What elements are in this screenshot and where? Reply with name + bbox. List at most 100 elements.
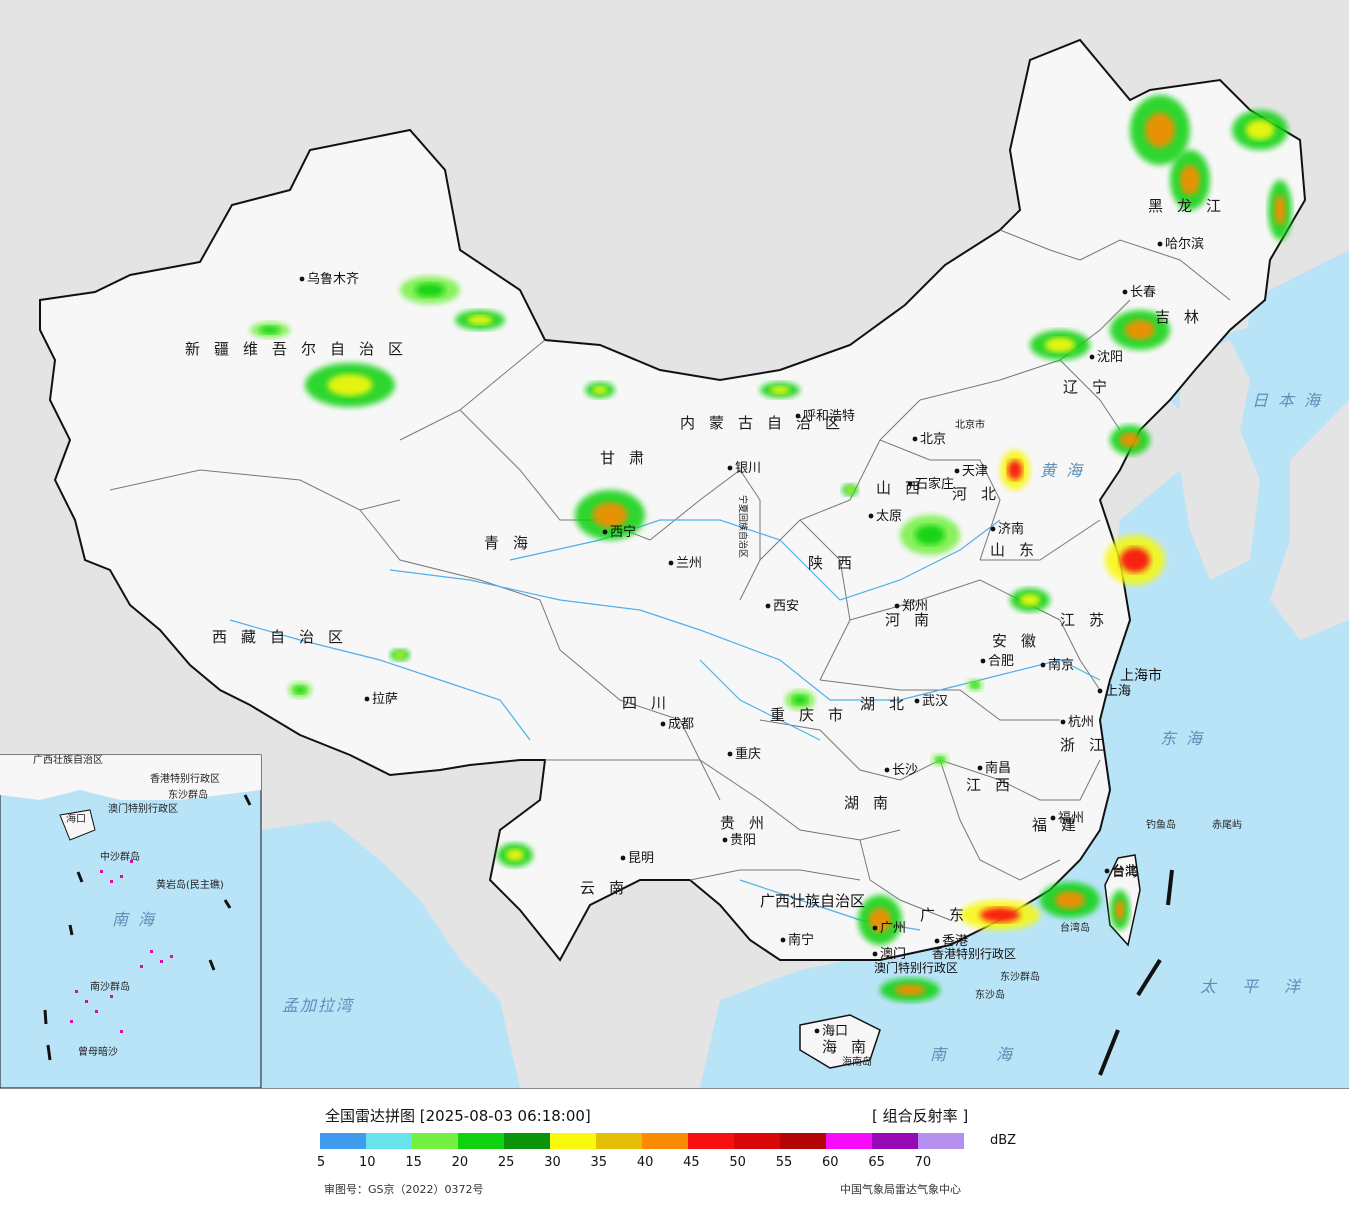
scale-swatch-2 <box>412 1133 458 1149</box>
inset-islands <box>70 860 173 1033</box>
city-label: 长春 <box>1130 285 1156 300</box>
city-label: 沈阳 <box>1097 350 1123 365</box>
label-macau-sar: 澳门特别行政区 <box>874 960 958 975</box>
label-japan-sea: 日本海 <box>1252 391 1330 410</box>
inset-island-dot <box>110 880 113 883</box>
echo-core <box>294 686 306 694</box>
label-pacific: 太平洋 <box>1200 977 1326 996</box>
city-label: 北京 <box>920 432 946 447</box>
city-dot <box>912 436 918 442</box>
echo-core <box>915 525 945 545</box>
city-dot <box>1097 688 1103 694</box>
label-shanghai-city: 上海市 <box>1120 667 1162 684</box>
city-dot <box>602 529 608 535</box>
city-dot <box>1060 719 1066 725</box>
label-guangdong: 广东 <box>920 906 978 924</box>
inset-island-dot <box>110 995 113 998</box>
scale-swatch-7 <box>642 1133 688 1149</box>
inset-island-dot <box>70 1020 73 1023</box>
sea-labels: 日本海 黄海 东海 南海 太平洋 孟加拉湾 <box>282 391 1330 1064</box>
scale-swatch-3 <box>458 1133 504 1149</box>
province-boundaries <box>109 229 1231 921</box>
echo-core <box>1180 165 1200 195</box>
city-dot <box>954 468 960 474</box>
city-label: 乌鲁木齐 <box>307 271 359 287</box>
hainan-island <box>799 1014 881 1069</box>
city-label: 南京 <box>1048 657 1074 673</box>
scale-tick-25: 25 <box>497 1155 515 1170</box>
city-dot <box>1050 815 1056 821</box>
label-anhui: 安徽 <box>992 632 1050 650</box>
echo-core <box>592 502 628 528</box>
scale-tick-20: 20 <box>451 1155 469 1170</box>
echo-core <box>592 386 608 394</box>
label-yunnan: 云南 <box>580 879 638 897</box>
echo-core <box>936 757 944 763</box>
city-label: 石家庄 <box>915 476 954 492</box>
inset-island-dot <box>140 965 143 968</box>
inset-island-dot <box>160 960 163 963</box>
scale-tick-60: 60 <box>822 1155 839 1170</box>
land-japan <box>1270 400 1349 640</box>
label-taiwan-island: 台湾岛 <box>1060 921 1090 934</box>
approval-number: 审图号：GS京（2022）0372号 <box>324 1183 484 1196</box>
scale-swatch-8 <box>688 1133 734 1149</box>
scale-tick-45: 45 <box>683 1155 700 1170</box>
city-label: 武汉 <box>922 694 948 709</box>
label-jilin: 吉林 <box>1155 308 1213 326</box>
label-bay-of-bengal: 孟加拉湾 <box>282 996 355 1015</box>
inset-island-dot <box>170 955 173 958</box>
island-labels: 钓鱼岛 赤尾屿 东沙群岛 东沙岛 台湾岛 海南岛 <box>842 818 1242 1068</box>
scale-tick-30: 30 <box>544 1155 561 1170</box>
label-henan: 河南 <box>885 611 943 629</box>
city-dot <box>1157 241 1163 247</box>
label-shaanxi: 陕西 <box>808 554 866 572</box>
city-label: 成都 <box>668 717 694 732</box>
label-beijing-city: 北京市 <box>955 418 985 431</box>
echo-core <box>1115 900 1125 920</box>
scale-swatch-11 <box>826 1133 872 1149</box>
inset-label-macau: 澳门特别行政区 <box>108 802 178 815</box>
inset-island-dot <box>75 990 78 993</box>
inset-label-huangyan: 黄岩岛(民主礁) <box>156 878 224 891</box>
echo-core <box>792 695 808 705</box>
city-label: 南宁 <box>788 932 814 948</box>
echo-core <box>770 386 790 394</box>
echo-core <box>1007 460 1023 480</box>
label-east-sea: 东海 <box>1160 729 1212 748</box>
city-label: 南昌 <box>985 760 1011 776</box>
inset-label-zhongsha: 中沙群岛 <box>100 850 140 863</box>
echo-core <box>1120 547 1150 573</box>
label-liaoning: 辽宁 <box>1063 378 1121 396</box>
sea-japan <box>1240 250 1349 460</box>
echo-core <box>506 849 524 861</box>
label-hunan: 湖南 <box>844 794 902 812</box>
scale-tick-50: 50 <box>729 1155 746 1170</box>
echo-core <box>1274 195 1286 225</box>
city-dot <box>1089 354 1095 360</box>
city-dot <box>1122 289 1128 295</box>
city-dot <box>872 951 878 957</box>
legend-panel: 全国雷达拼图 [2025-08-03 06:18:00] [ 组合反射率 ] 5… <box>0 1088 1349 1209</box>
scale-swatch-1 <box>366 1133 412 1149</box>
city-label: 郑州 <box>902 599 928 614</box>
city-label: 重庆 <box>735 746 761 762</box>
city-label: 哈尔滨 <box>1165 236 1204 252</box>
label-south-sea: 南海 <box>930 1045 1062 1064</box>
inset-label-haikou: 海口 <box>66 812 86 825</box>
label-guizhou: 贵州 <box>720 814 778 832</box>
echo-core <box>980 907 1020 923</box>
scale-tick-15: 15 <box>405 1155 422 1170</box>
label-jiangsu: 江苏 <box>1060 611 1118 629</box>
city-dot <box>299 276 305 282</box>
city-label: 昆明 <box>628 851 654 866</box>
inset-island-dot <box>120 1030 123 1033</box>
city-label: 台北 <box>1112 864 1138 879</box>
city-label: 银川 <box>735 461 761 476</box>
label-heilongjiang: 黑龙江 <box>1148 197 1235 215</box>
publisher-name: 中国气象局雷达气象中心 <box>840 1183 961 1196</box>
city-dot <box>872 925 878 931</box>
south-china-sea-inset: 广西壮族自治区 海口 南海 中沙群岛 黄岩岛(民主礁) 南沙群岛 曾母暗沙 东沙… <box>0 753 262 1088</box>
city-label: 长沙 <box>892 763 918 778</box>
